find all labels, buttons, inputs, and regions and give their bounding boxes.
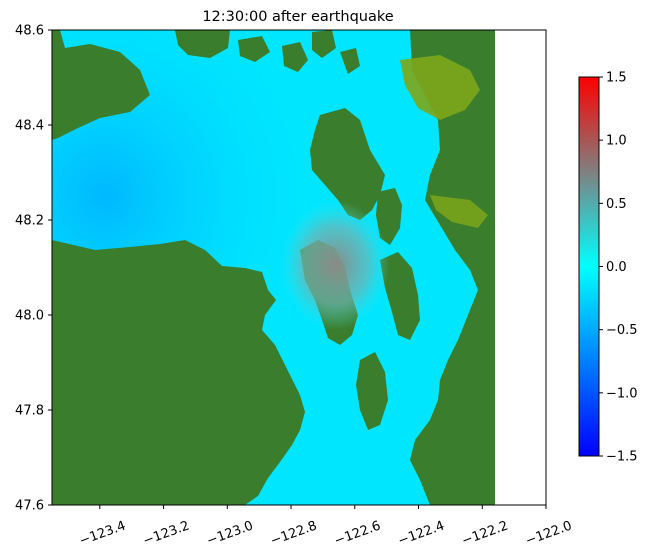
land-san-juan-islands	[175, 30, 360, 74]
y-axis: 47.6 47.8 48.0 48.2 48.4 48.6	[15, 24, 52, 514]
colorbar-tick-label: −0.5	[606, 323, 638, 338]
y-tick-label: 48.4	[15, 119, 44, 134]
colorbar: −1.5 −1.0 −0.5 0.0 0.5 1.0 1.5	[578, 71, 638, 465]
colorbar-axis: −1.5 −1.0 −0.5 0.0 0.5 1.0 1.5	[599, 71, 638, 465]
chart-title: 12:30:00 after earthquake	[202, 9, 393, 25]
y-tick-label: 48.0	[15, 309, 44, 324]
plot-area: −123.4 −123.2 −123.0 −122.8 −122.6 −122.4 −122…	[15, 24, 574, 549]
land-mainland-east	[410, 30, 496, 505]
x-axis: −123.4 −123.2 −123.0 −122.8 −122.6 −122.4 −122…	[77, 505, 574, 549]
x-tick-label: −123.4	[77, 518, 127, 549]
shoreline-skagit	[400, 55, 480, 120]
land-camano-island	[376, 188, 402, 245]
colorbar-tick-label: 0.5	[606, 197, 627, 212]
y-tick-label: 47.8	[15, 404, 44, 419]
y-tick-label: 48.2	[15, 214, 44, 229]
colorbar-tick-label: −1.5	[606, 450, 638, 465]
surface-map	[52, 30, 496, 505]
colorbar-tick-label: 1.5	[606, 71, 627, 86]
shoreline-snohomish	[430, 195, 488, 228]
x-tick-label: −122.8	[269, 518, 319, 549]
y-tick-label: 48.6	[15, 24, 44, 39]
land-vancouver-island	[52, 30, 150, 140]
plot-frame	[51, 29, 547, 506]
x-tick-label: −123.0	[205, 518, 255, 549]
x-tick-label: −122.4	[396, 518, 446, 549]
x-tick-label: −123.2	[141, 518, 191, 549]
x-tick-label: −122.6	[332, 518, 382, 549]
colorbar-gradient	[578, 76, 600, 457]
colorbar-tick-label: 1.0	[606, 134, 627, 149]
colorbar-tick-label: 0.0	[606, 260, 627, 275]
elevated-water-region	[280, 200, 390, 330]
land-olympic-peninsula	[52, 240, 305, 505]
land-vashon-bainbridge	[356, 252, 420, 430]
land-whidbey-island	[310, 108, 385, 220]
colorbar-tick-label: −1.0	[606, 386, 638, 401]
x-tick-label: −122.0	[524, 518, 574, 549]
x-tick-label: −122.2	[460, 518, 510, 549]
y-tick-label: 47.6	[15, 499, 44, 514]
